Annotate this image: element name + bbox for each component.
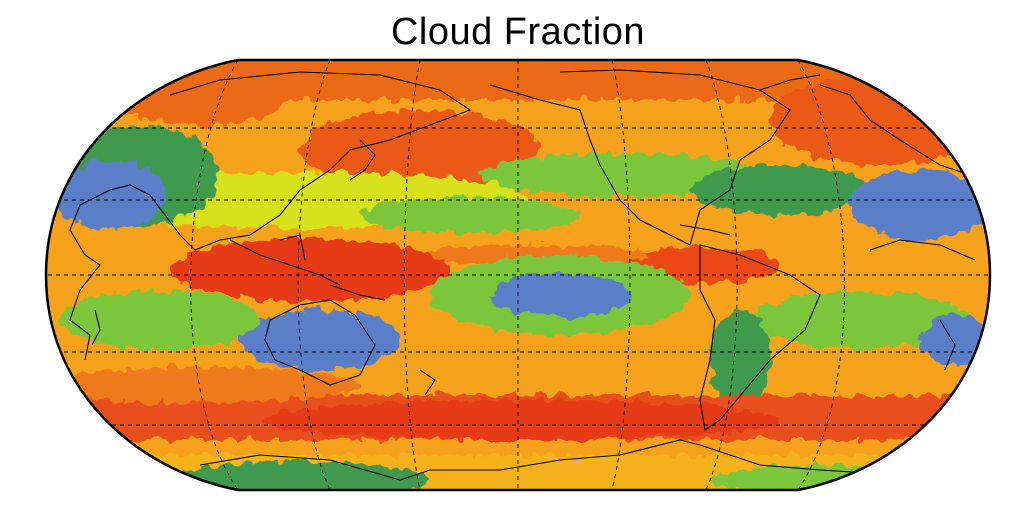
map-title: Cloud Fraction bbox=[390, 11, 646, 53]
coastlines bbox=[69, 69, 976, 481]
cloud-field bbox=[46, 60, 990, 490]
globe-outline bbox=[44, 58, 992, 492]
graticule bbox=[46, 60, 990, 490]
